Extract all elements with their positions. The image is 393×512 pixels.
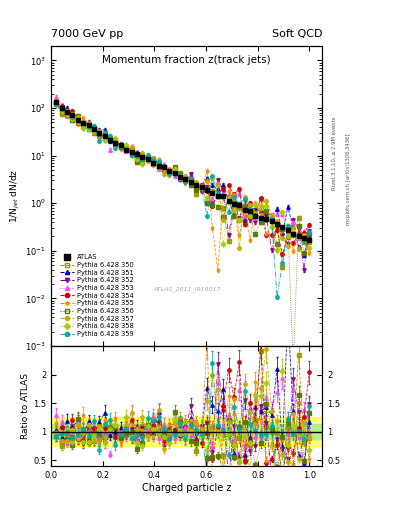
Text: ATLAS_2011_I919017: ATLAS_2011_I919017: [153, 286, 220, 292]
X-axis label: Charged particle z: Charged particle z: [142, 482, 231, 493]
Y-axis label: 1/N$_{jet}$ dN/dz: 1/N$_{jet}$ dN/dz: [9, 169, 22, 223]
Text: mcplots.cern.ch [arXiv:1306.3436]: mcplots.cern.ch [arXiv:1306.3436]: [346, 134, 351, 225]
Text: Momentum fraction z(track jets): Momentum fraction z(track jets): [102, 55, 271, 65]
Text: Rivet 3.1.10, ≥ 2.9M events: Rivet 3.1.10, ≥ 2.9M events: [332, 117, 337, 190]
Y-axis label: Ratio to ATLAS: Ratio to ATLAS: [21, 373, 30, 439]
Text: 7000 GeV pp: 7000 GeV pp: [51, 29, 123, 38]
Text: Soft QCD: Soft QCD: [272, 29, 322, 38]
Legend: ATLAS, Pythia 6.428 350, Pythia 6.428 351, Pythia 6.428 352, Pythia 6.428 353, P: ATLAS, Pythia 6.428 350, Pythia 6.428 35…: [57, 251, 136, 339]
